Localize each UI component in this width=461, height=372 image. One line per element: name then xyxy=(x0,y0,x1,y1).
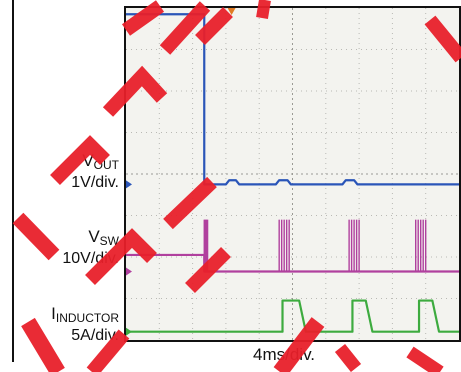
vout-symbol: V xyxy=(82,151,94,170)
vsw-symbol: V xyxy=(88,227,100,246)
vsw-ground-marker xyxy=(126,267,132,276)
vsw-label: VSW 10V/div. xyxy=(62,228,119,267)
inductor-ground-marker xyxy=(126,327,132,336)
oscilloscope-screen xyxy=(124,6,461,342)
previous-panel-frame xyxy=(0,0,14,362)
vout-subscript: OUT xyxy=(93,158,119,172)
inductor-subscript: INDUCTOR xyxy=(55,311,119,325)
vout-ground-marker xyxy=(126,180,132,189)
vsw-subscript: SW xyxy=(99,234,119,248)
timebase-label: 4ms/div. xyxy=(253,345,316,364)
watermark-stroke xyxy=(406,346,444,372)
trigger-marker xyxy=(227,8,236,15)
watermark-stroke xyxy=(12,212,60,261)
vout-label: VOUT 1V/div. xyxy=(71,152,119,191)
inductor-scale: 5A/div. xyxy=(71,327,119,344)
watermark-stroke xyxy=(334,343,362,372)
inductor-symbol: I xyxy=(51,304,56,323)
waveform-plot xyxy=(126,8,459,340)
vout-scale: 1V/div. xyxy=(71,174,119,191)
inductor-label: IINDUCTOR 5A/div. xyxy=(51,305,119,344)
inductor-waveform xyxy=(126,299,459,333)
vsw-scale: 10V/div. xyxy=(62,250,119,267)
